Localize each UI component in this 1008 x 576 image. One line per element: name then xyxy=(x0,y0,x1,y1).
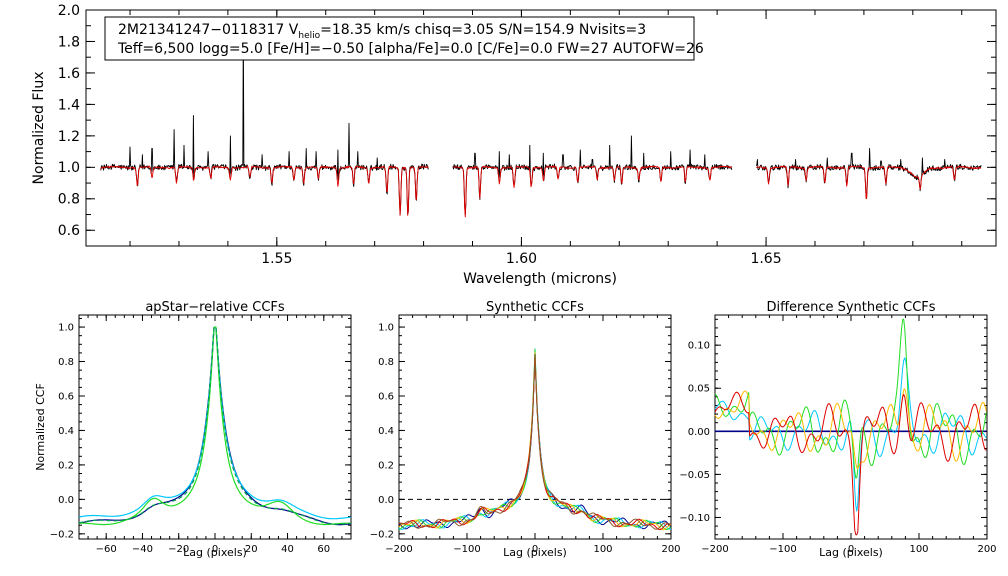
difference-ccf-xtick-label: −200 xyxy=(701,544,728,555)
synthetic-ccf-ytick-label: 0.8 xyxy=(378,357,394,368)
spectrum-panel: 1.55 1.60 1.65 0.6 0.8 1.0 1.2 1.4 1.6 1.8 2.0 2M2… xyxy=(31,3,997,287)
difference-ccf-xtick-label: 100 xyxy=(909,544,928,555)
spectrum-ytick-label: 2.0 xyxy=(58,3,80,19)
apstar-ccf-ytick-label: 0.6 xyxy=(58,391,74,402)
synthetic-ccf-visit-1 xyxy=(398,352,672,530)
difference-ccf-ytick-label: 0.05 xyxy=(688,384,710,395)
info-line-1-b: =18.35 km/s chisq=3.05 S/N=154.9 Nvisits… xyxy=(320,22,646,38)
spectrum-synthetic-chip-2 xyxy=(452,165,733,218)
synthetic-ccf-ytick-label: 0.6 xyxy=(378,391,394,402)
info-line-1: 2M21341247−0118317 Vhelio=18.35 km/s chi… xyxy=(118,22,646,41)
synthetic-ccf-ytick-label: 1.0 xyxy=(378,323,394,334)
spectrum-xlabel: Wavelength (microns) xyxy=(463,271,617,287)
spectrum-ytick-label: 1.2 xyxy=(58,129,80,145)
synthetic-ccf-visit-4 xyxy=(398,352,672,531)
synthetic-ccf-xtick-label: −100 xyxy=(453,544,480,555)
synthetic-ccf-ytick-label: 0.4 xyxy=(378,426,394,437)
spectrum-synthetic-chip-3 xyxy=(756,165,982,200)
spectrum-ytick-label: 0.6 xyxy=(58,223,80,239)
difference-ccf-ticks: −200 −100 0 100 200 −0.10 −0.05 0.00 0.05 0.10 xyxy=(679,315,997,555)
apstar-ccf-xtick-label: −20 xyxy=(168,544,189,555)
difference-ccf-lines xyxy=(714,318,987,536)
apstar-ccf-title: apStar−relative CCFs xyxy=(145,300,285,315)
apstar-ccf-xtick-label: −40 xyxy=(132,544,153,555)
synthetic-ccf-xtick-label: −200 xyxy=(385,544,412,555)
spectrum-ytick-label: 1.0 xyxy=(58,160,80,176)
difference-ccf-xlabel: Lag (pixels) xyxy=(819,546,883,559)
difference-ccf-ytick-label: 0.10 xyxy=(688,341,710,352)
apstar-ccf-combined xyxy=(78,326,352,525)
synthetic-ccf-panel: −200 −100 0 100 200 −0.2 0.0 0.2 0.4 0.6 0.8 1.0 Sy… xyxy=(370,300,681,559)
info-box xyxy=(104,16,695,61)
difference-ccf-ytick-label: 0.00 xyxy=(688,427,710,438)
spectrum-ytick-label: 1.4 xyxy=(58,97,80,113)
synthetic-ccf-title: Synthetic CCFs xyxy=(486,300,584,315)
synthetic-ccf-xtick-label: 200 xyxy=(661,544,680,555)
apstar-ccf-visit-3 xyxy=(78,326,352,526)
apstar-ccf-ytick-label: 0.0 xyxy=(58,495,74,506)
synthetic-ccf-xlabel: Lag (pixels) xyxy=(503,546,567,559)
apstar-ccf-ticks: −60 −40 −20 0 20 40 60 −0.2 0.0 0.2 0.4 0.6 0.8 1.0 xyxy=(50,315,352,555)
spectrum-synthetic-chip-1 xyxy=(100,165,429,216)
difference-ccf-panel: −200 −100 0 100 200 −0.10 −0.05 0.00 0.05 0.10 Di… xyxy=(679,300,996,559)
spectrum-ylabel: Normalized Flux xyxy=(31,72,47,185)
apstar-ccf-xtick-label: 0 xyxy=(212,544,218,555)
difference-ccf-visit-5 xyxy=(714,391,987,536)
spectrum-ytick-label: 0.8 xyxy=(58,192,80,208)
spectrum-ytick-label: 1.6 xyxy=(58,66,80,82)
spectrum-xtick-label: 1.55 xyxy=(261,251,292,267)
apstar-ccf-xlabel: Lag (pixels) xyxy=(183,546,247,559)
synthetic-ccf-visit-3 xyxy=(398,348,672,531)
info-line-1-sub: helio xyxy=(298,31,320,41)
difference-ccf-title: Difference Synthetic CCFs xyxy=(766,300,935,315)
synthetic-ccf-xtick-label: 100 xyxy=(593,544,612,555)
spectrum-xtick-label: 1.60 xyxy=(506,251,537,267)
difference-ccf-ytick-label: −0.05 xyxy=(679,470,710,481)
difference-ccf-visit-3 xyxy=(714,318,987,479)
spectrum-observed-chip-3 xyxy=(755,148,982,199)
apstar-ccf-ytick-label: −0.2 xyxy=(50,529,74,540)
info-line-1-a: 2M21341247−0118317 V xyxy=(118,22,299,38)
apstar-ccf-ylabel: Normalized CCF xyxy=(34,383,47,471)
synthetic-ccf-visit-5 xyxy=(398,354,672,531)
difference-ccf-xtick-label: 200 xyxy=(977,544,996,555)
difference-ccf-visit-4 xyxy=(714,388,987,470)
apstar-ccf-xtick-label: 40 xyxy=(281,544,294,555)
difference-ccf-xtick-label: 0 xyxy=(848,544,854,555)
apstar-ccf-frame xyxy=(78,314,352,540)
apstar-ccf-xtick-label: 20 xyxy=(245,544,258,555)
synthetic-ccf-ytick-label: 0.0 xyxy=(378,495,394,506)
apstar-ccf-ytick-label: 0.4 xyxy=(58,426,74,437)
synthetic-ccf-ytick-label: −0.2 xyxy=(370,529,394,540)
apstar-ccf-xtick-label: −60 xyxy=(96,544,117,555)
apstar-ccf-xtick-label: 60 xyxy=(317,544,330,555)
apstar-ccf-ytick-label: 1.0 xyxy=(58,323,74,334)
spectrum-frame xyxy=(85,9,997,247)
difference-ccf-xtick-label: −100 xyxy=(769,544,796,555)
info-line-2: Teff=6,500 logg=5.0 [Fe/H]=−0.50 [alpha/… xyxy=(117,41,704,57)
apstar-ccf-visit-1 xyxy=(78,326,352,526)
apstar-ccf-visit-2 xyxy=(78,326,352,520)
synthetic-ccf-visit-2 xyxy=(398,348,672,530)
spectrum-lines xyxy=(100,22,982,218)
apstar-ccf-ytick-label: 0.2 xyxy=(58,460,74,471)
synthetic-ccf-lines xyxy=(398,348,672,531)
apstar-ccf-ytick-label: 0.8 xyxy=(58,357,74,368)
spectrum-ytick-label: 1.8 xyxy=(58,34,80,50)
spectrum-xtick-label: 1.65 xyxy=(750,251,781,267)
apstar-ccf-lines xyxy=(78,326,352,526)
synthetic-ccf-combined xyxy=(398,353,672,530)
apstar-ccf-panel: −60 −40 −20 0 20 40 60 −0.2 0.0 0.2 0.4 0.6 0.8 1.0 a… xyxy=(34,300,352,559)
spectrum-observed-chip-2 xyxy=(452,135,733,216)
synthetic-ccf-xtick-label: 0 xyxy=(532,544,538,555)
synthetic-ccf-ytick-label: 0.2 xyxy=(378,460,394,471)
difference-ccf-ytick-label: −0.10 xyxy=(679,513,710,524)
spectrum-ticks: 1.55 1.60 1.65 0.6 0.8 1.0 1.2 1.4 1.6 1.8 2.0 xyxy=(58,3,996,267)
synthetic-ccf-ticks: −200 −100 0 100 200 −0.2 0.0 0.2 0.4 0.6 0.8 1.0 xyxy=(370,315,681,555)
